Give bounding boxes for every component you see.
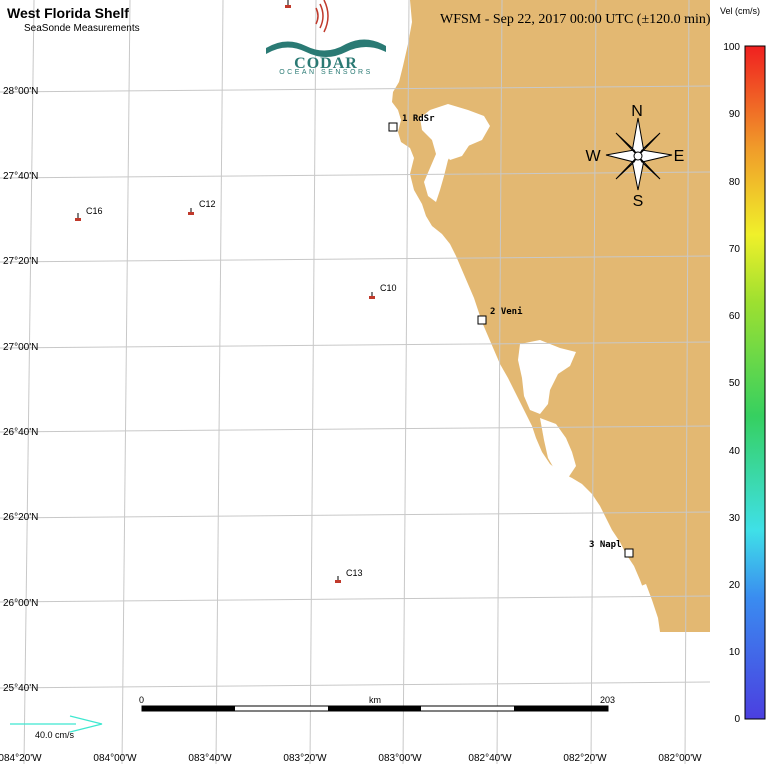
colorbar-tick: 90 bbox=[729, 109, 741, 120]
pine-island-sound bbox=[540, 418, 576, 478]
scale-end: 203 bbox=[600, 695, 615, 705]
lon-label: 082°40'W bbox=[468, 753, 512, 764]
lon-label: 083°40'W bbox=[188, 753, 232, 764]
colorbar-tick: 40 bbox=[729, 446, 741, 457]
lat-label: 26°00'N bbox=[3, 598, 38, 609]
station-marker bbox=[624, 548, 634, 558]
radar-stations: 1 RdSr 2 Veni 3 Napl bbox=[388, 114, 634, 558]
velocity-colorbar bbox=[744, 45, 766, 720]
station-marker bbox=[477, 315, 487, 325]
station-marker bbox=[388, 122, 398, 132]
colorbar-tick: 10 bbox=[729, 647, 741, 658]
tampa-bay bbox=[420, 104, 490, 202]
buoy-c16[interactable]: C16 bbox=[75, 206, 103, 221]
reference-vector: 40.0 cm/s bbox=[10, 715, 103, 740]
logo-name: CODAR bbox=[294, 55, 358, 72]
station-label: 2 Veni bbox=[490, 306, 523, 317]
colorbar-tick: 20 bbox=[729, 580, 741, 591]
lat-label: 27°40'N bbox=[3, 171, 38, 182]
wave-icon bbox=[266, 39, 386, 57]
scale-start: 0 bbox=[139, 695, 144, 705]
latitude-labels: 28°00'N 27°40'N 27°20'N 27°00'N 26°40'N … bbox=[3, 86, 38, 694]
lat-label: 25°40'N bbox=[3, 683, 38, 694]
compass-n: N bbox=[631, 103, 643, 120]
charlotte-harbor bbox=[518, 340, 576, 414]
logo-tagline: OCEAN SENSORS bbox=[279, 69, 373, 76]
lon-label: 083°20'W bbox=[283, 753, 327, 764]
land-layer bbox=[392, 0, 710, 632]
station-veni[interactable]: 2 Veni bbox=[477, 306, 523, 325]
station-label: 3 Napl bbox=[589, 540, 622, 550]
compass-w: W bbox=[585, 148, 601, 165]
lon-label: 082°20'W bbox=[563, 753, 607, 764]
signal-waves-icon bbox=[315, 0, 329, 33]
lat-label: 26°40'N bbox=[3, 427, 38, 438]
compass-rose: N S E W bbox=[585, 103, 684, 210]
ten-thousand-islands bbox=[636, 584, 660, 632]
compass-star-icon bbox=[605, 117, 673, 191]
lon-label: 083°00'W bbox=[378, 753, 422, 764]
buoy-c10[interactable]: C10 bbox=[369, 283, 397, 299]
compass-s: S bbox=[633, 193, 644, 210]
lat-label: 28°00'N bbox=[3, 86, 38, 97]
colorbar-tick: 80 bbox=[729, 177, 741, 188]
map-title: West Florida Shelf bbox=[7, 5, 129, 21]
colorbar-ticks: 100 90 80 70 60 50 40 30 20 10 0 bbox=[723, 42, 740, 725]
colorbar-tick: 60 bbox=[729, 311, 741, 322]
lon-label: 084°20'W bbox=[0, 753, 42, 764]
buoy-marker-top bbox=[285, 0, 291, 8]
colorbar-tick: 50 bbox=[729, 378, 741, 389]
reference-label: 40.0 cm/s bbox=[35, 730, 75, 740]
compass-e: E bbox=[674, 148, 685, 165]
longitude-labels: 084°20'W 084°00'W 083°40'W 083°20'W 083°… bbox=[0, 753, 702, 764]
colorbar-tick: 70 bbox=[729, 244, 741, 255]
lon-label: 084°00'W bbox=[93, 753, 137, 764]
tampa-bay-arm bbox=[440, 138, 470, 160]
station-rdsr[interactable]: 1 RdSr bbox=[388, 114, 435, 132]
colorbar-tick: 0 bbox=[734, 714, 740, 725]
lon-label: 082°00'W bbox=[658, 753, 702, 764]
buoy-label: C13 bbox=[346, 568, 363, 578]
buoy-label: C12 bbox=[199, 199, 216, 209]
colorbar-tick: 100 bbox=[723, 42, 740, 53]
scale-unit: km bbox=[369, 695, 381, 705]
lat-lon-grid bbox=[0, 0, 711, 764]
map-subtitle: SeaSonde Measurements bbox=[24, 23, 140, 34]
lat-label: 27°00'N bbox=[3, 342, 38, 353]
buoy-c13[interactable]: C13 bbox=[335, 568, 363, 583]
timestamp-status: WFSM - Sep 22, 2017 00:00 UTC (±120.0 mi… bbox=[440, 12, 711, 27]
colorbar-tick: 30 bbox=[729, 513, 741, 524]
colorbar-label: Vel (cm/s) bbox=[720, 6, 760, 16]
codar-logo: CODAR OCEAN SENSORS bbox=[266, 0, 386, 76]
scale-bar: 0 km 203 bbox=[139, 695, 615, 712]
lat-label: 26°20'N bbox=[3, 512, 38, 523]
station-label: 1 RdSr bbox=[402, 114, 435, 124]
lat-label: 27°20'N bbox=[3, 256, 38, 267]
buoy-c12[interactable]: C12 bbox=[188, 199, 216, 215]
buoy-label: C10 bbox=[380, 283, 397, 293]
station-napl[interactable]: 3 Napl bbox=[589, 540, 634, 558]
buoy-label: C16 bbox=[86, 206, 103, 216]
buoy-markers: C16 C12 C10 C13 bbox=[75, 199, 397, 583]
florida-land bbox=[392, 0, 710, 632]
